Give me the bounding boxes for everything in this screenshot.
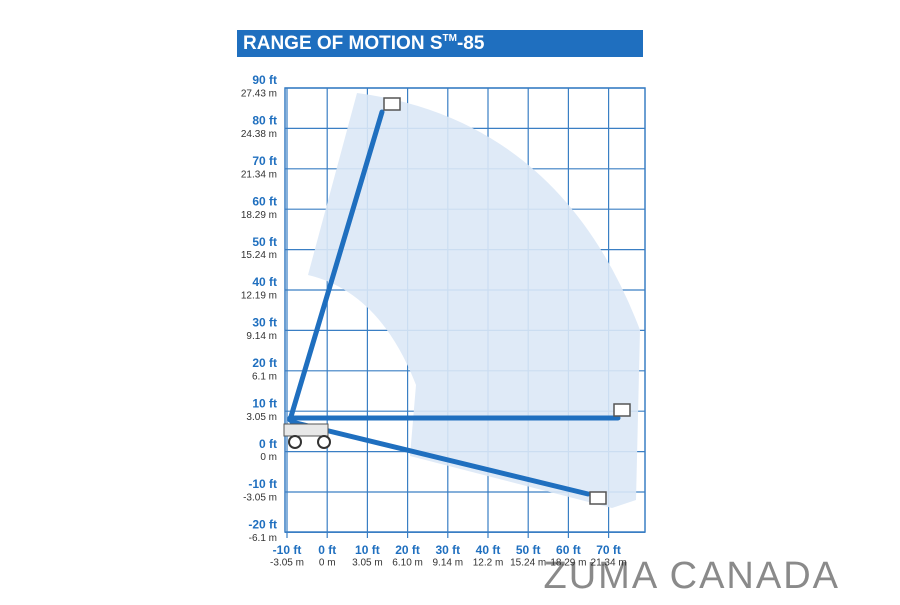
wheel [317, 435, 331, 449]
chassis [283, 423, 329, 437]
y-label-m: 6.1 m [252, 371, 277, 382]
x-label-ft: 40 ft [476, 543, 501, 557]
watermark: ZUMA CANADA [544, 555, 840, 597]
y-label-ft: 40 ft [252, 275, 277, 289]
y-label-ft: 10 ft [252, 396, 277, 410]
title-sup: TM [443, 33, 457, 44]
x-label-m: 21.34 m [591, 558, 627, 569]
x-label-ft: -10 ft [273, 543, 302, 557]
x-label-ft: 70 ft [596, 543, 621, 557]
x-label-m: 3.05 m [352, 558, 383, 569]
x-label-m: 18.29 m [550, 558, 586, 569]
x-label-m: 6.10 m [392, 558, 423, 569]
title-end: -85 [457, 33, 485, 54]
y-label-m: 21.34 m [241, 169, 277, 180]
platform [589, 491, 607, 505]
y-label-m: 18.29 m [241, 210, 277, 221]
y-label-m: 12.19 m [241, 291, 277, 302]
x-label-ft: 0 ft [318, 543, 336, 557]
boom-up [287, 109, 385, 423]
y-label-m: 15.24 m [241, 250, 277, 261]
x-label-ft: 30 ft [435, 543, 460, 557]
y-label-m: 0 m [260, 452, 277, 463]
y-label-m: -3.05 m [243, 493, 277, 504]
y-label-ft: 0 ft [259, 437, 277, 451]
booms [287, 97, 631, 505]
y-label-m: 3.05 m [246, 412, 277, 423]
x-label-ft: 10 ft [355, 543, 380, 557]
y-label-ft: 50 ft [252, 235, 277, 249]
y-label-ft: 80 ft [252, 114, 277, 128]
y-label-m: 9.14 m [246, 331, 277, 342]
boom-down [289, 419, 591, 497]
title-main: RANGE OF MOTION S [243, 33, 443, 54]
range-area [308, 93, 640, 508]
x-label-ft: 60 ft [556, 543, 581, 557]
y-label-m: -6.1 m [249, 533, 277, 544]
x-label-ft: 50 ft [516, 543, 541, 557]
y-label-ft: 20 ft [252, 356, 277, 370]
y-label-ft: -10 ft [248, 477, 277, 491]
x-label-ft: 20 ft [395, 543, 420, 557]
platform [613, 403, 631, 417]
x-label-m: -3.05 m [270, 558, 304, 569]
x-label-m: 9.14 m [433, 558, 464, 569]
platform [383, 97, 401, 111]
y-label-ft: 90 ft [252, 73, 277, 87]
y-label-m: 27.43 m [241, 89, 277, 100]
machine [283, 423, 331, 449]
grid-border [284, 87, 646, 533]
x-label-m: 15.24 m [510, 558, 546, 569]
y-label-ft: 60 ft [252, 194, 277, 208]
y-label-m: 24.38 m [241, 129, 277, 140]
y-label-ft: 70 ft [252, 154, 277, 168]
x-label-m: 12.2 m [473, 558, 504, 569]
wheel [288, 435, 302, 449]
y-label-ft: -20 ft [248, 518, 277, 532]
x-label-m: 0 m [319, 558, 336, 569]
title-bar [237, 30, 643, 57]
y-label-ft: 30 ft [252, 316, 277, 330]
title: RANGE OF MOTION STM-85 [243, 33, 485, 54]
